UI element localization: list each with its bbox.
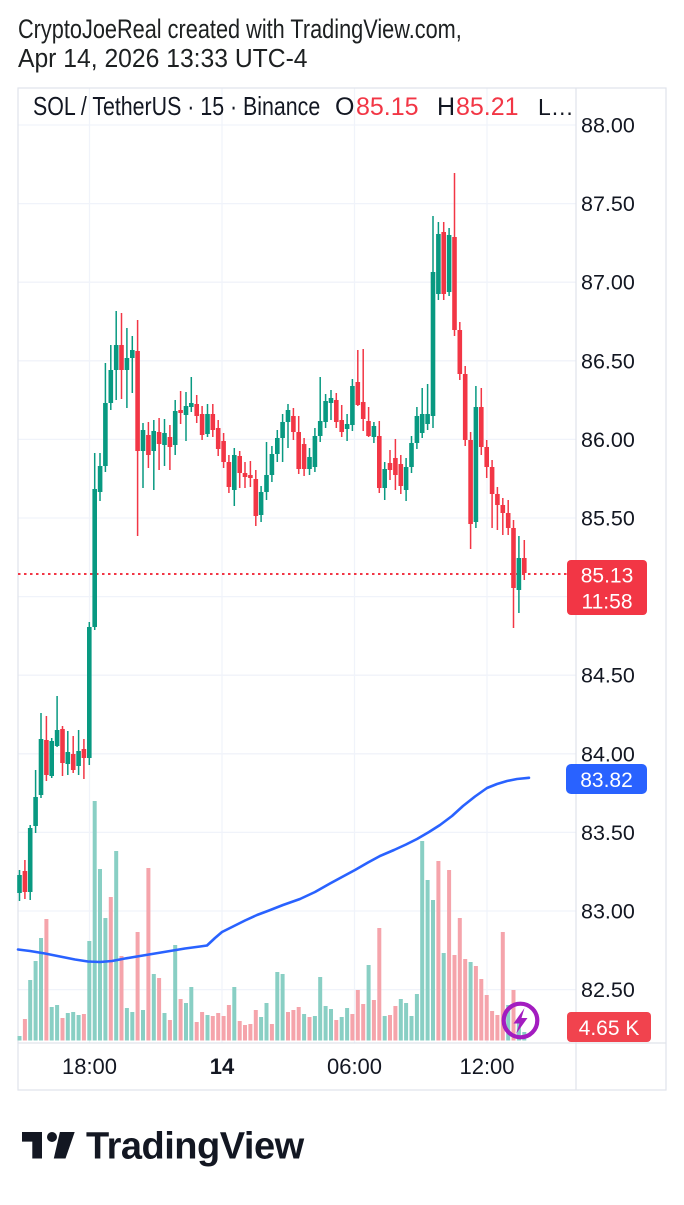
svg-text:Apr 14, 2026 13:33 UTC-4: Apr 14, 2026 13:33 UTC-4 [18,44,308,73]
svg-text:O: O [335,93,354,121]
svg-text:87.50: 87.50 [581,192,635,216]
svg-text:H: H [437,93,455,121]
svg-text:85.13: 85.13 [581,565,634,588]
svg-text:CryptoJoeReal created with Tra: CryptoJoeReal created with TradingView.c… [18,15,462,45]
svg-text:85.15: 85.15 [356,93,419,121]
svg-text:87.00: 87.00 [581,271,635,295]
svg-text:83.50: 83.50 [581,821,635,845]
svg-text:83.00: 83.00 [581,900,635,924]
svg-text:18:00: 18:00 [62,1054,117,1079]
svg-text:12:00: 12:00 [459,1054,514,1079]
svg-text:TradingView: TradingView [86,1126,305,1168]
svg-text:14: 14 [210,1054,235,1079]
svg-text:82.50: 82.50 [581,978,635,1002]
svg-text:88.00: 88.00 [581,114,635,138]
svg-text:85.50: 85.50 [581,507,635,531]
svg-text:SOL / TetherUS · 15 · Binance: SOL / TetherUS · 15 · Binance [33,92,320,121]
svg-text:85.21: 85.21 [456,93,519,121]
svg-text:83.82: 83.82 [580,769,633,792]
svg-text:86.00: 86.00 [581,428,635,452]
svg-text:86.50: 86.50 [581,349,635,373]
svg-text:4.65 K: 4.65 K [579,1017,640,1040]
svg-text:L…: L… [538,94,574,120]
svg-text:11:58: 11:58 [582,591,633,614]
svg-text:06:00: 06:00 [327,1054,382,1079]
svg-text:84.50: 84.50 [581,664,635,688]
svg-text:84.00: 84.00 [581,742,635,766]
